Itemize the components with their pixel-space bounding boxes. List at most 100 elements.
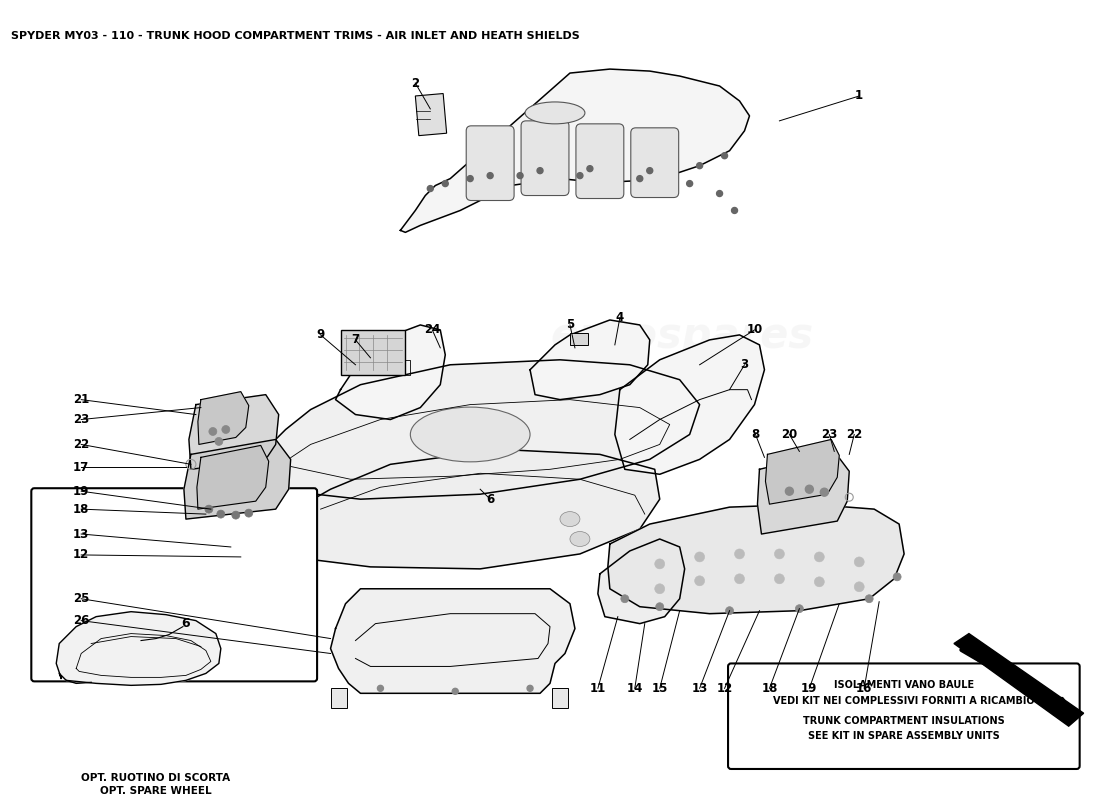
Bar [331, 688, 346, 708]
Circle shape [795, 605, 803, 613]
Circle shape [576, 173, 583, 178]
Text: eurospares: eurospares [166, 526, 429, 568]
Polygon shape [766, 439, 839, 504]
Circle shape [637, 176, 642, 182]
Circle shape [855, 557, 865, 567]
Polygon shape [400, 69, 749, 232]
Text: 16: 16 [856, 682, 872, 695]
Text: 23: 23 [73, 413, 89, 426]
Text: 19: 19 [73, 485, 89, 498]
Text: 22: 22 [73, 438, 89, 451]
Polygon shape [758, 451, 849, 534]
Circle shape [785, 487, 793, 495]
Text: VEDI KIT NEI COMPLESSIVI FORNITI A RICAMBIO: VEDI KIT NEI COMPLESSIVI FORNITI A RICAM… [773, 696, 1035, 706]
Text: 25: 25 [73, 592, 89, 606]
Text: 14: 14 [627, 682, 644, 695]
Text: 12: 12 [73, 549, 89, 562]
Text: 7: 7 [351, 334, 360, 346]
Polygon shape [184, 439, 290, 519]
Text: 8: 8 [751, 428, 760, 441]
Circle shape [821, 488, 828, 496]
Polygon shape [198, 392, 249, 445]
Circle shape [696, 162, 703, 169]
Circle shape [722, 153, 727, 158]
Text: 18: 18 [73, 502, 89, 516]
Circle shape [694, 552, 705, 562]
Polygon shape [598, 539, 684, 624]
Circle shape [805, 486, 813, 494]
Text: OPT. RUOTINO DI SCORTA: OPT. RUOTINO DI SCORTA [81, 773, 231, 783]
Circle shape [222, 426, 230, 434]
Circle shape [427, 186, 433, 191]
Circle shape [527, 686, 534, 691]
Circle shape [647, 168, 652, 174]
Circle shape [735, 574, 745, 584]
Circle shape [774, 574, 784, 584]
Circle shape [656, 602, 663, 610]
Bar [552, 688, 568, 708]
FancyBboxPatch shape [31, 488, 317, 682]
Text: 9: 9 [317, 329, 324, 342]
Circle shape [855, 582, 865, 592]
Polygon shape [954, 634, 1084, 726]
Text: TRUNK COMPARTMENT INSULATIONS: TRUNK COMPARTMENT INSULATIONS [803, 716, 1004, 726]
Polygon shape [278, 450, 660, 569]
Circle shape [814, 552, 824, 562]
Text: SPYDER MY03 - 110 - TRUNK HOOD COMPARTMENT TRIMS - AIR INLET AND HEATH SHIELDS: SPYDER MY03 - 110 - TRUNK HOOD COMPARTME… [11, 31, 580, 42]
Circle shape [377, 686, 384, 691]
Text: 20: 20 [781, 428, 798, 441]
Circle shape [893, 573, 901, 581]
Text: 23: 23 [822, 428, 837, 441]
Circle shape [442, 181, 449, 186]
Text: 21: 21 [73, 393, 89, 406]
Polygon shape [56, 612, 221, 686]
Circle shape [866, 594, 873, 602]
Bar [416, 94, 447, 136]
Circle shape [654, 584, 664, 594]
Polygon shape [336, 325, 446, 419]
Text: 22: 22 [846, 428, 862, 441]
Text: 10: 10 [747, 323, 762, 337]
Ellipse shape [410, 407, 530, 462]
FancyBboxPatch shape [466, 126, 514, 201]
Text: 13: 13 [692, 682, 707, 695]
Circle shape [774, 549, 784, 559]
Text: 12: 12 [716, 682, 733, 695]
Bar [341, 330, 406, 374]
Text: ISOLAMENTI VANO BAULE: ISOLAMENTI VANO BAULE [834, 680, 974, 690]
Circle shape [214, 438, 223, 446]
Circle shape [245, 509, 253, 517]
Circle shape [468, 176, 473, 182]
Text: 15: 15 [651, 682, 668, 695]
Circle shape [537, 168, 543, 174]
Text: OPT. SPARE WHEEL: OPT. SPARE WHEEL [100, 786, 212, 796]
FancyBboxPatch shape [576, 124, 624, 198]
Bar [570, 333, 587, 345]
Text: 2: 2 [411, 77, 419, 90]
Polygon shape [197, 446, 268, 509]
Ellipse shape [570, 531, 590, 546]
Polygon shape [615, 335, 764, 474]
Text: 18: 18 [761, 682, 778, 695]
Circle shape [694, 576, 705, 586]
Circle shape [487, 173, 493, 178]
Text: 19: 19 [801, 682, 817, 695]
Text: 11: 11 [590, 682, 606, 695]
Text: 1: 1 [855, 90, 864, 102]
Circle shape [732, 207, 737, 214]
Text: 13: 13 [73, 527, 89, 541]
Circle shape [814, 577, 824, 586]
Circle shape [209, 427, 217, 435]
Polygon shape [331, 589, 575, 694]
Circle shape [620, 594, 629, 602]
FancyBboxPatch shape [521, 121, 569, 195]
Ellipse shape [560, 512, 580, 526]
Polygon shape [189, 394, 278, 470]
Circle shape [232, 511, 240, 519]
Text: 6: 6 [182, 617, 190, 630]
Text: 17: 17 [73, 461, 89, 474]
Text: eurospares: eurospares [550, 315, 813, 357]
Circle shape [205, 505, 213, 513]
Polygon shape [530, 320, 650, 400]
Circle shape [716, 190, 723, 197]
